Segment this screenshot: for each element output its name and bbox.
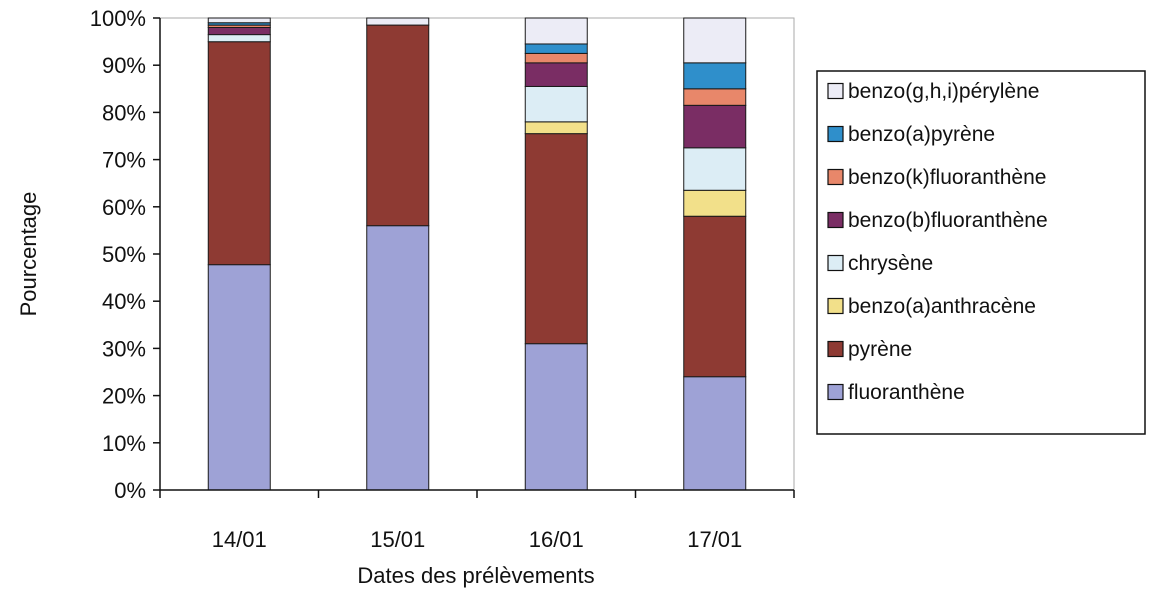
y-axis-title: Pourcentage (16, 192, 41, 317)
y-tick-label: 40% (102, 289, 146, 314)
legend-label: fluoranthène (848, 381, 965, 404)
bar-segment-1-8 (207, 17, 271, 24)
bar-segment-3-2 (524, 133, 588, 345)
legend-box (816, 70, 1146, 435)
x-tick-labels: 14/01 15/01 16/01 17/01 (159, 490, 795, 552)
legend-label: benzo(b)fluoranthène (848, 209, 1048, 232)
y-tick-labels: 0% 10% 20% 30% 40% 50% 60% 70% 80% 90% 100% (90, 6, 160, 503)
y-tick-label: 30% (102, 336, 146, 361)
y-tick-label: 60% (102, 195, 146, 220)
legend-swatch (827, 125, 844, 143)
bar-segment-4-8 (683, 17, 747, 64)
x-tick-label: 16/01 (529, 527, 584, 552)
y-tick-label: 50% (102, 242, 146, 267)
y-tick-label: 20% (102, 384, 146, 409)
bars (207, 17, 747, 491)
bar-segment-3-8 (524, 17, 588, 45)
bar-segment-2-2 (366, 24, 430, 227)
bar-segment-3-4 (524, 85, 588, 123)
legend-label: benzo(a)anthracène (848, 295, 1036, 318)
legend-swatch (827, 211, 844, 229)
bar-segment-1-5 (207, 26, 271, 36)
bar-segment-4-6 (683, 88, 747, 106)
bar-segment-1-2 (207, 41, 271, 266)
bar-segment-4-2 (683, 215, 747, 378)
bar-segment-3-6 (524, 52, 588, 64)
legend-swatch (827, 297, 844, 315)
y-tick-label: 70% (102, 148, 146, 173)
bar-segment-1-4 (207, 34, 271, 43)
legend: benzo(g,h,i)pérylène benzo(a)pyrène benzo(… (816, 70, 1146, 435)
legend-swatch (827, 340, 844, 358)
bar-segment-1-1 (207, 264, 271, 491)
bar-segment-4-1 (683, 376, 747, 491)
bar-segment-4-5 (683, 104, 747, 149)
legend-swatch (827, 82, 844, 100)
legend-swatch (827, 254, 844, 272)
bar-segment-4-4 (683, 147, 747, 191)
bar-segment-2-1 (366, 225, 430, 491)
x-tick-label: 17/01 (687, 527, 742, 552)
legend-swatch (827, 383, 844, 401)
bar-segment-3-5 (524, 62, 588, 87)
x-axis-title: Dates des prélèvements (357, 563, 594, 588)
legend-label: benzo(k)fluoranthène (848, 166, 1046, 189)
y-tick-label: 10% (102, 431, 146, 456)
legend-swatch (827, 168, 844, 186)
y-tick-label: 80% (102, 100, 146, 125)
legend-label: pyrène (848, 338, 912, 361)
bar-segment-2-8 (366, 17, 430, 26)
x-tick-label: 14/01 (212, 527, 267, 552)
y-tick-label: 90% (102, 53, 146, 78)
legend-label: benzo(g,h,i)pérylène (848, 80, 1039, 103)
x-tick-label: 15/01 (370, 527, 425, 552)
bar-segment-4-7 (683, 62, 747, 90)
y-tick-label: 100% (90, 6, 146, 31)
bar-segment-3-3 (524, 121, 588, 135)
bar-segment-3-1 (524, 343, 588, 491)
bar-segment-4-3 (683, 189, 747, 217)
y-tick-label: 0% (114, 478, 146, 503)
legend-label: benzo(a)pyrène (848, 123, 995, 146)
legend-label: chrysène (848, 252, 933, 275)
bar-segment-3-7 (524, 43, 588, 54)
